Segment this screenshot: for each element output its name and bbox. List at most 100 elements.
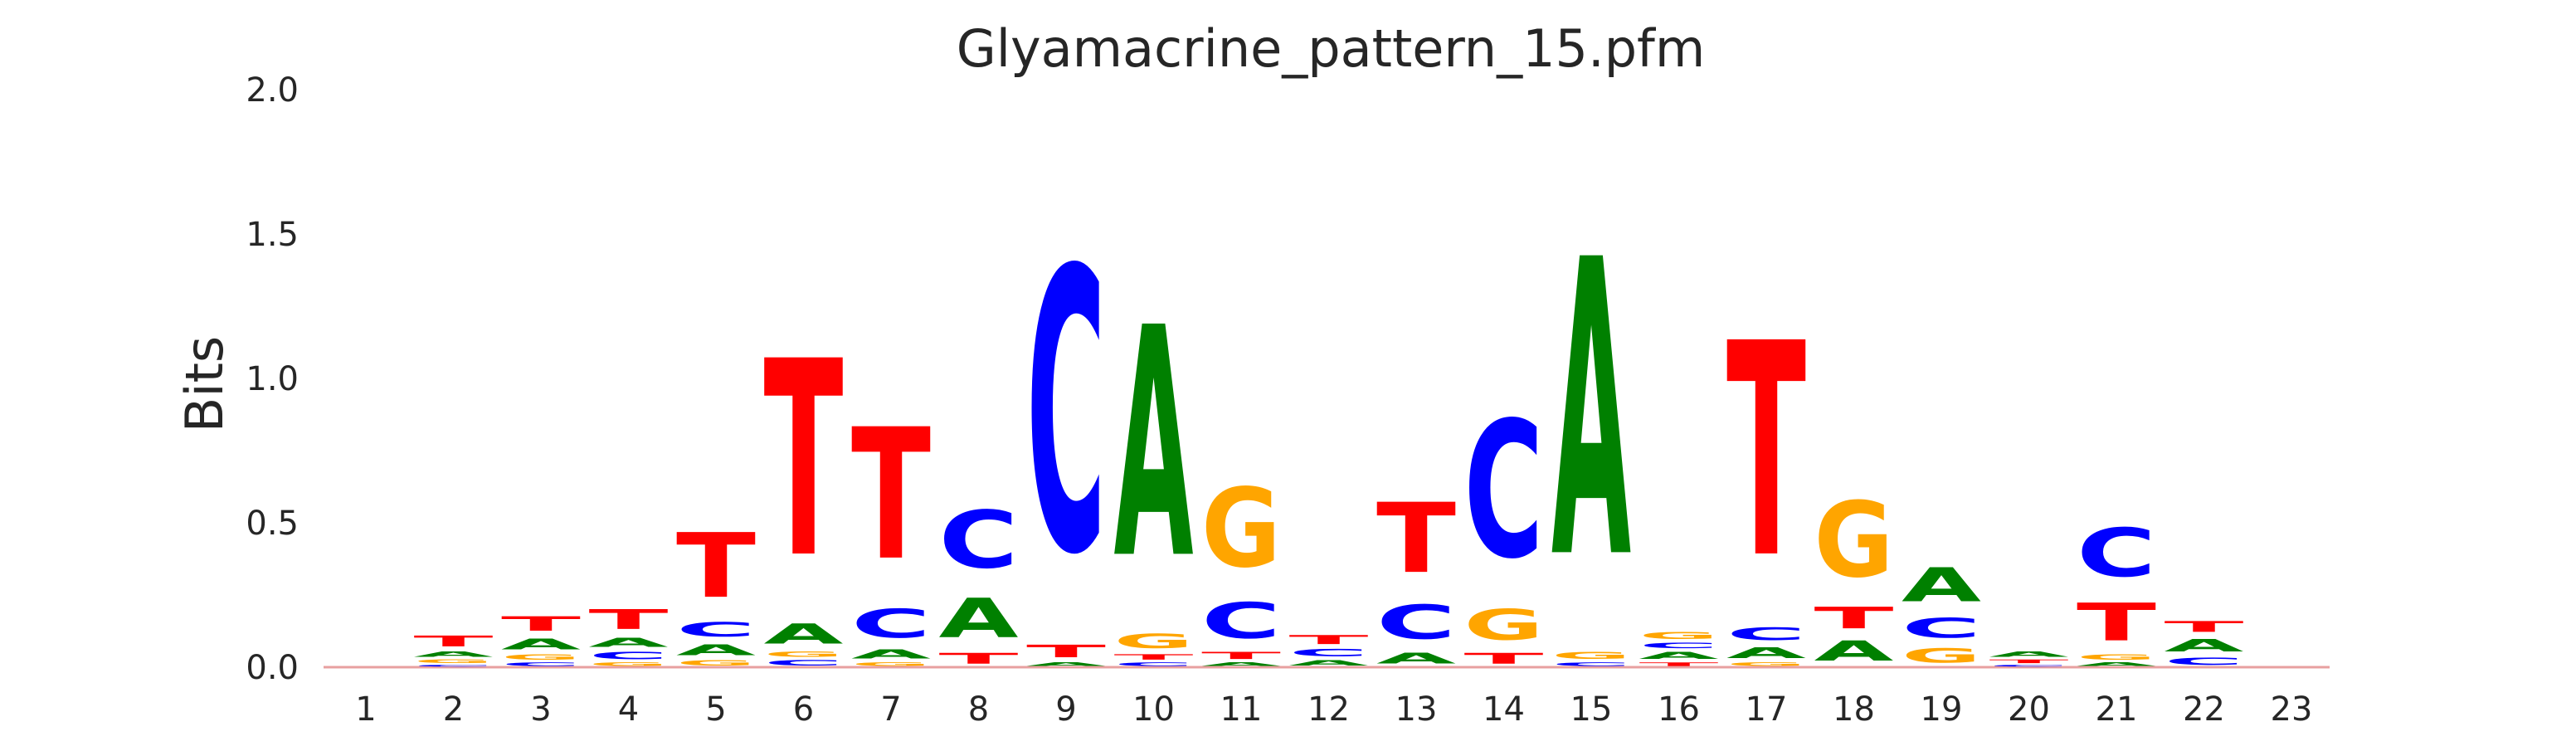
logo-letter-a: A (1289, 659, 1369, 667)
logo-letter-c: C (501, 661, 581, 667)
logo-letter-t: T (1376, 483, 1456, 595)
logo-letter-c: C (851, 602, 931, 647)
x-axis-ticks: 1 2 3 4 5 6 7 8 9 10 11 12 13 14 15 16 17 18 19 20 21 22 23 (355, 690, 2312, 729)
logo-letter-t: T (1814, 601, 1894, 635)
logo-letter-g: G (1639, 630, 1719, 641)
x-tick-label: 16 (1658, 690, 1700, 729)
logo-letter-t: T (589, 604, 669, 636)
logo-letter-g: G (1551, 650, 1631, 661)
logo-letter-c: C (1376, 595, 1456, 650)
logo-letter-a: A (2077, 661, 2156, 667)
logo-letter-a: A (1201, 661, 1281, 667)
x-tick-label: 3 (530, 690, 551, 729)
logo-letter-a: A (589, 636, 669, 650)
y-tick-label: 1.0 (246, 360, 299, 398)
logo-letter-t: T (764, 304, 844, 617)
x-tick-label: 1 (355, 690, 376, 729)
x-tick-label: 17 (1746, 690, 1788, 729)
logo-letter-g: G (2077, 653, 2156, 661)
logo-letter-a: A (939, 587, 1019, 650)
x-tick-label: 4 (618, 690, 639, 729)
logo-letter-t: T (501, 612, 581, 636)
logo-letter-t: T (1464, 650, 1544, 667)
logo-letter-a: A (1902, 558, 1982, 612)
logo-letter-a: A (414, 650, 494, 658)
logo-letter-a: A (1639, 650, 1719, 661)
logo-letter-a: A (2165, 636, 2244, 656)
logo-letter-t: T (2077, 593, 2156, 653)
x-tick-label: 21 (2096, 690, 2138, 729)
logo-letter-t: T (676, 515, 756, 618)
logo-letter-g: G (1114, 630, 1194, 653)
x-tick-label: 5 (705, 690, 726, 729)
x-tick-label: 23 (2271, 690, 2313, 729)
logo-letter-c: C (938, 495, 1018, 587)
x-tick-label: 7 (880, 690, 901, 729)
logo-letter-c: C (1902, 612, 1981, 644)
logo-letter-c: C (676, 618, 756, 641)
logo-letter-c: C (1639, 641, 1719, 650)
logo-letter-c: C (1026, 189, 1106, 640)
y-tick-label: 0.5 (246, 505, 299, 543)
logo-letter-c: C (2165, 656, 2244, 667)
logo-letter-a: A (1989, 650, 2069, 658)
logo-letter-g: G (1464, 601, 1544, 650)
logo-letter-t: T (1639, 661, 1719, 667)
logo-letter-t: T (1989, 659, 2069, 665)
logo-letter-c: C (2077, 514, 2156, 593)
y-axis-label: Bits (174, 336, 235, 432)
logo-letter-g: G (501, 653, 581, 661)
logo-letter-g: G (1726, 661, 1806, 667)
logo-letter-c: C (1551, 661, 1631, 667)
logo-letter-g: G (1201, 466, 1281, 593)
logo-letter-t: T (1201, 650, 1281, 661)
logo-letter-c: C (1989, 665, 2069, 667)
logo-letter-t: T (2165, 618, 2244, 636)
logo-letter-g: G (1902, 644, 1981, 667)
x-tick-label: 10 (1132, 690, 1175, 729)
x-tick-label: 22 (2183, 690, 2225, 729)
logo-letter-a: A (1551, 175, 1632, 648)
logo-letter-c: C (764, 659, 844, 667)
logo-letter-t: T (414, 632, 494, 650)
logo-letter-t: T (1289, 632, 1369, 646)
chart-title: Glyamacrine_pattern_15.pfm (957, 18, 1706, 79)
x-tick-label: 13 (1395, 690, 1438, 729)
logo-letter-a: A (676, 641, 757, 659)
x-tick-label: 14 (1483, 690, 1525, 729)
logo-letter-t: T (851, 391, 931, 601)
y-tick-label: 1.5 (246, 216, 299, 254)
logo-letter-c: C (1726, 624, 1806, 644)
y-tick-label: 2.0 (246, 71, 299, 110)
logo-letter-a: A (1726, 644, 1807, 661)
logo-letter-a: A (1026, 661, 1106, 667)
logo-letter-t: T (939, 650, 1019, 667)
y-tick-label: 0.0 (246, 649, 299, 687)
x-tick-label: 20 (2008, 690, 2050, 729)
logo-letter-a: A (1814, 636, 1894, 667)
x-tick-label: 11 (1220, 690, 1263, 729)
logo-letter-c: C (414, 665, 494, 667)
logo-letters: CGATCGATGCATGACTCGATGACTTACATCCTGAATCGAC… (414, 175, 2244, 667)
x-tick-label: 9 (1055, 690, 1076, 729)
logo-letter-c: C (1464, 382, 1544, 600)
logo-letter-c: C (589, 650, 669, 661)
x-tick-label: 6 (793, 690, 814, 729)
x-tick-label: 18 (1833, 690, 1875, 729)
logo-letter-c: C (1201, 593, 1281, 650)
y-axis-ticks: 0.0 0.5 1.0 1.5 2.0 (246, 71, 299, 687)
logo-letter-t: T (1026, 641, 1107, 661)
logo-letter-g: G (589, 661, 669, 667)
logo-letter-g: G (676, 659, 756, 667)
logo-letter-g: G (851, 661, 931, 667)
x-tick-label: 15 (1570, 690, 1613, 729)
x-tick-label: 2 (443, 690, 464, 729)
logo-letter-a: A (1114, 261, 1195, 629)
x-tick-label: 8 (968, 690, 989, 729)
logo-letter-g: G (764, 650, 844, 658)
logo-letter-g: G (1814, 480, 1894, 601)
x-tick-label: 12 (1307, 690, 1350, 729)
x-tick-label: 19 (1921, 690, 1963, 729)
